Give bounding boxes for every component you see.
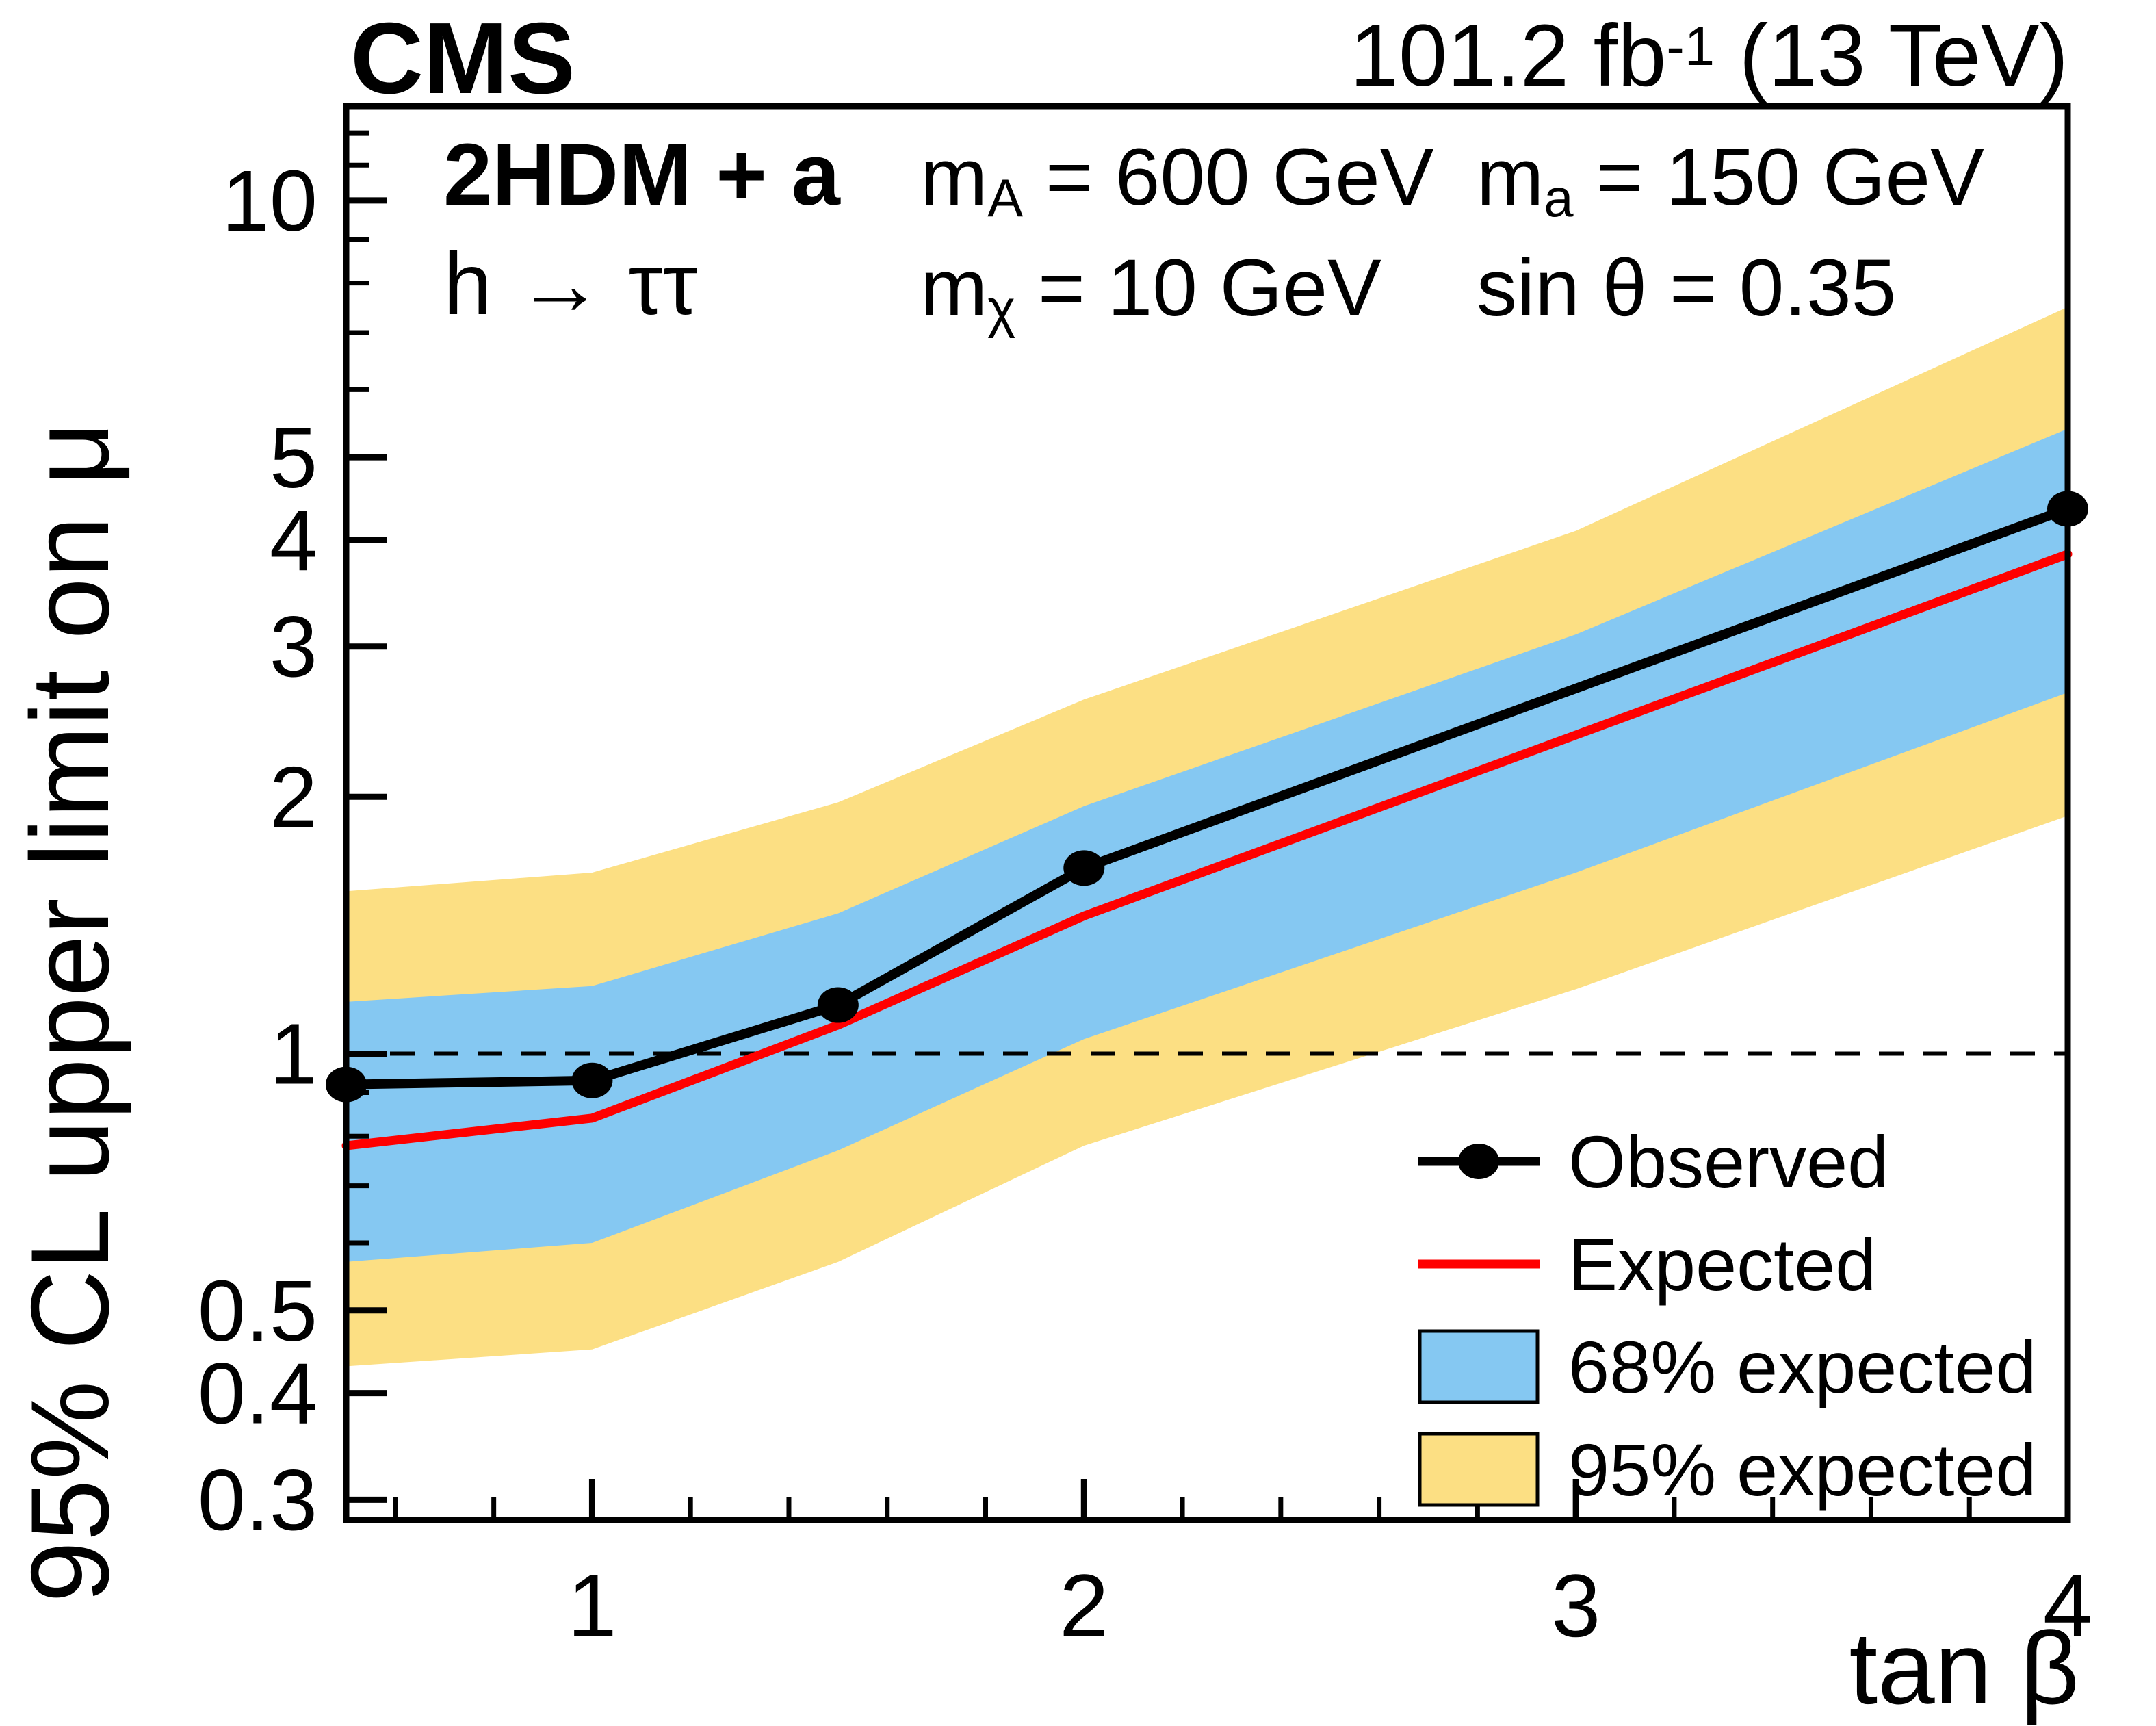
param-mchi: mχ = 10 GeV bbox=[920, 243, 1381, 339]
y-tick-label-0.5: 0.5 bbox=[198, 1263, 317, 1359]
param-mA: mA = 600 GeV bbox=[920, 132, 1434, 229]
expected-line bbox=[341, 550, 2073, 1150]
lumi-exponent: -1 bbox=[1666, 15, 1715, 77]
observed-marker bbox=[817, 987, 859, 1023]
decay-channel-label: h → ττ bbox=[443, 235, 698, 333]
legend-label-95-expected: 95% expected bbox=[1568, 1428, 2037, 1511]
observed-marker bbox=[571, 1062, 613, 1098]
y-tick-label-3: 3 bbox=[270, 599, 317, 695]
y-tick-label-5: 5 bbox=[270, 409, 317, 506]
legend-item-expected: Expected bbox=[1418, 1213, 2037, 1315]
y-tick-label-4: 4 bbox=[270, 492, 317, 589]
plot-frame bbox=[343, 103, 2071, 1523]
band-68-swatch bbox=[1418, 1329, 1540, 1404]
legend-label-expected: Expected bbox=[1568, 1222, 1877, 1306]
luminosity-label: 101.2 fb-1 (13 TeV) bbox=[1350, 12, 2068, 100]
observed-swatch bbox=[1418, 1144, 1540, 1179]
y-tick-label-1: 1 bbox=[270, 1005, 317, 1102]
legend-label-68-expected: 68% expected bbox=[1568, 1325, 2037, 1408]
param-ma: ma = 150 GeV bbox=[1477, 132, 1984, 229]
observed-marker bbox=[1063, 850, 1105, 886]
lumi-value: 101.2 fb bbox=[1349, 7, 1667, 105]
expected-swatch bbox=[1418, 1259, 1540, 1269]
param-sintheta: sin θ = 0.35 bbox=[1477, 243, 1897, 333]
y-tick-label-2: 2 bbox=[270, 749, 317, 845]
model-label: 2HDM + a bbox=[443, 126, 840, 224]
x-tick-label-2: 2 bbox=[1059, 1556, 1108, 1656]
x-tick-label-4: 4 bbox=[2043, 1556, 2092, 1656]
x-axis-title: tan β bbox=[1849, 1610, 2079, 1725]
cms-label: CMS bbox=[350, 2, 575, 115]
x-tick-label-1: 1 bbox=[567, 1556, 616, 1656]
y-axis-title: 95% CL upper limit on μ bbox=[8, 421, 132, 1603]
legend-item-95-expected: 95% expected bbox=[1418, 1418, 2037, 1521]
y-tick-label-10: 10 bbox=[222, 153, 317, 249]
y-tick-label-0.4: 0.4 bbox=[198, 1345, 317, 1442]
band-68-expected bbox=[346, 428, 2068, 1262]
lumi-energy: (13 TeV) bbox=[1715, 7, 2068, 105]
legend-label-observed: Observed bbox=[1568, 1120, 1889, 1203]
legend: Observed Expected 68% expected 95% expec… bbox=[1418, 1110, 2037, 1521]
legend-item-observed: Observed bbox=[1418, 1110, 2037, 1213]
band-95-swatch bbox=[1418, 1432, 1540, 1507]
x-tick-label-3: 3 bbox=[1551, 1556, 1600, 1656]
legend-item-68-expected: 68% expected bbox=[1418, 1315, 2037, 1418]
y-tick-label-0.3: 0.3 bbox=[198, 1452, 317, 1548]
